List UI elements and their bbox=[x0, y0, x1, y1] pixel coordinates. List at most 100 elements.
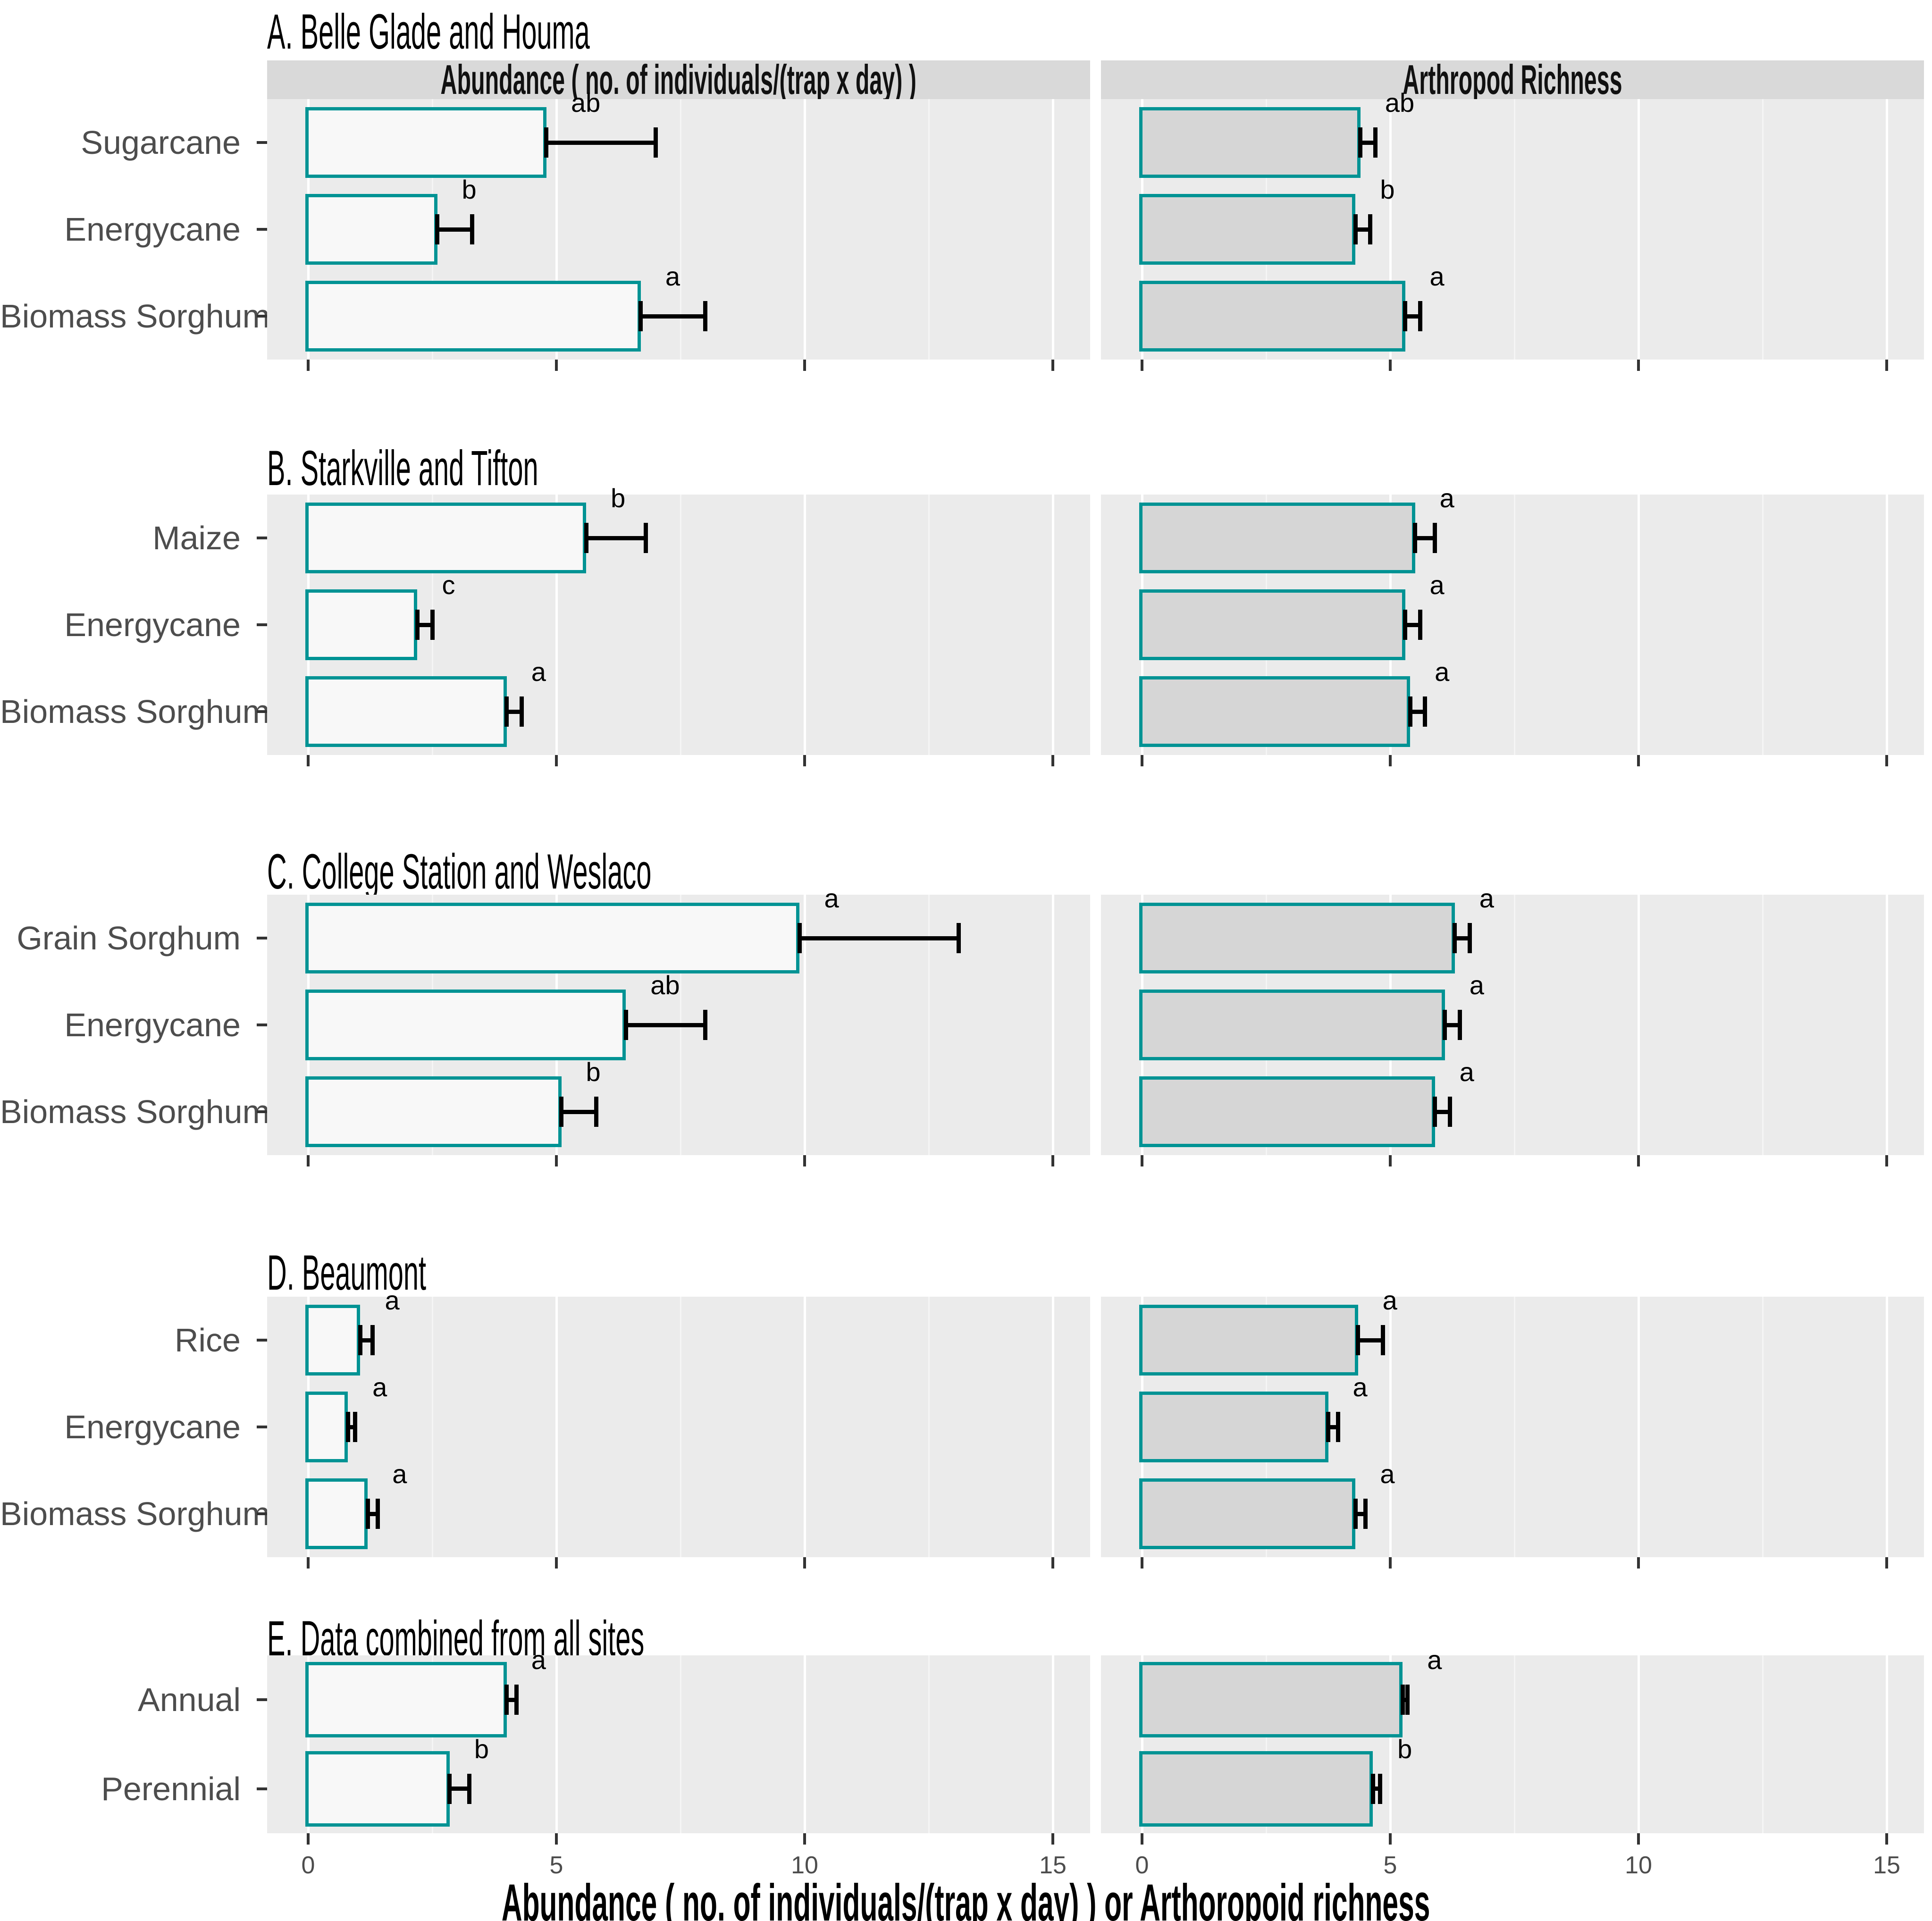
sig-letter: a bbox=[1352, 1372, 1368, 1402]
panel-d-richness: a a a bbox=[1101, 1287, 1924, 1557]
major-gridline bbox=[1885, 1297, 1888, 1557]
error-bar-line bbox=[449, 1787, 470, 1791]
sig-letter: b bbox=[586, 1057, 601, 1087]
x-tick-mark bbox=[555, 1557, 558, 1569]
error-bar-cap-left bbox=[1326, 1412, 1330, 1442]
error-bar-cap-left bbox=[797, 923, 802, 953]
x-tick-label: 10 bbox=[1625, 1852, 1652, 1879]
sig-letter: a bbox=[1469, 970, 1484, 1000]
major-gridline bbox=[803, 1655, 806, 1833]
error-bar-cap-left bbox=[1353, 214, 1358, 244]
x-tick-label: 5 bbox=[1383, 1852, 1397, 1879]
bar bbox=[1139, 1076, 1435, 1147]
error-bar-cap-left bbox=[504, 696, 509, 727]
major-gridline bbox=[803, 99, 806, 360]
error-bar-cap-right bbox=[467, 1773, 472, 1804]
bar bbox=[305, 1662, 507, 1738]
minor-gridline bbox=[1513, 1655, 1515, 1833]
minor-gridline bbox=[1513, 99, 1515, 360]
bar bbox=[1139, 503, 1415, 573]
x-tick-mark bbox=[307, 1557, 310, 1569]
y-axis-label: Grain Sorghum bbox=[17, 920, 241, 956]
x-tick-mark bbox=[1141, 360, 1143, 371]
y-axis-label: Energycane bbox=[64, 1409, 241, 1445]
major-gridline bbox=[803, 895, 806, 1155]
sig-letter: a bbox=[1427, 1645, 1442, 1675]
error-bar-cap-right bbox=[430, 610, 435, 640]
error-bar-cap-left bbox=[345, 1412, 350, 1442]
section-title-text: B. Starkville and Tifton bbox=[267, 441, 538, 496]
error-bar-line bbox=[1405, 314, 1420, 319]
y-axis-label: Rice bbox=[174, 1322, 241, 1359]
error-bar-cap-right bbox=[1373, 127, 1378, 158]
error-bar-cap-left bbox=[584, 523, 588, 553]
bar bbox=[305, 1478, 368, 1549]
x-tick-mark bbox=[307, 755, 310, 766]
y-tick-mark bbox=[257, 937, 267, 940]
sig-letter: a bbox=[531, 1645, 546, 1675]
x-tick-mark bbox=[1141, 1155, 1143, 1166]
sig-letter: a bbox=[385, 1285, 400, 1315]
major-gridline bbox=[1389, 1297, 1392, 1557]
x-tick-mark bbox=[1051, 1155, 1054, 1166]
section-title-b: B. Starkville and Tifton bbox=[267, 441, 760, 495]
minor-gridline bbox=[1513, 495, 1515, 755]
panel-d-abundance: a a a bbox=[267, 1287, 1090, 1557]
major-gridline bbox=[1885, 99, 1888, 360]
bar bbox=[1139, 1392, 1328, 1462]
panel-b-abundance: b c a bbox=[267, 485, 1090, 755]
error-bar-cap-right bbox=[1418, 301, 1422, 331]
x-tick-mark bbox=[1389, 360, 1392, 371]
major-gridline bbox=[803, 495, 806, 755]
y-axis-label: Annual bbox=[138, 1681, 241, 1719]
error-bar-cap-left bbox=[1433, 1097, 1437, 1127]
major-gridline bbox=[307, 1655, 310, 1833]
error-bar-cap-right bbox=[1336, 1412, 1341, 1442]
error-bar-line bbox=[360, 1338, 373, 1342]
bar bbox=[1139, 107, 1361, 178]
sig-letter: a bbox=[665, 261, 680, 291]
major-gridline bbox=[1051, 99, 1054, 360]
x-tick-mark bbox=[1141, 1833, 1143, 1845]
bar bbox=[305, 194, 437, 265]
x-tick-mark bbox=[1637, 360, 1640, 371]
y-tick-mark bbox=[257, 623, 267, 626]
error-bar-cap-right bbox=[1423, 696, 1428, 727]
y-tick-mark bbox=[257, 1339, 267, 1342]
major-gridline bbox=[1885, 495, 1888, 755]
sig-letter: a bbox=[1382, 1285, 1397, 1315]
bar bbox=[305, 676, 507, 747]
x-tick-mark bbox=[1051, 360, 1054, 371]
error-bar-line bbox=[1355, 1511, 1366, 1516]
minor-gridline bbox=[1513, 1297, 1515, 1557]
x-tick-mark bbox=[1389, 1155, 1392, 1166]
error-bar-cap-left bbox=[1453, 923, 1457, 953]
x-tick-mark bbox=[307, 1833, 310, 1845]
sig-letter: a bbox=[531, 657, 546, 687]
bar bbox=[305, 1076, 562, 1147]
error-bar-cap-left bbox=[504, 1685, 509, 1715]
x-tick-mark bbox=[1051, 1833, 1054, 1845]
bar bbox=[1139, 1751, 1373, 1827]
x-tick-mark bbox=[555, 1155, 558, 1166]
x-tick-mark bbox=[1637, 1155, 1640, 1166]
section-title-text: D. Beaumont bbox=[267, 1245, 427, 1300]
error-bar-cap-left bbox=[1353, 1499, 1358, 1529]
x-tick-mark bbox=[1389, 755, 1392, 766]
error-bar-cap-left bbox=[1413, 523, 1418, 553]
sig-letter: a bbox=[1459, 1057, 1474, 1087]
section-title-c: C. College Station and Weslaco bbox=[267, 845, 966, 899]
sig-letter: a bbox=[372, 1372, 387, 1402]
error-bar-line bbox=[626, 1023, 706, 1027]
major-gridline bbox=[803, 1297, 806, 1557]
x-axis-title-text: Abundance ( no. of individuals/(trap x d… bbox=[502, 1874, 1430, 1921]
error-bar-cap-right bbox=[1405, 1685, 1410, 1715]
bar bbox=[1139, 1478, 1356, 1549]
panel-b-richness: a a a bbox=[1101, 485, 1924, 755]
sig-letter: a bbox=[1429, 570, 1445, 600]
y-axis-label: Biomass Sorghum bbox=[0, 693, 270, 730]
y-tick-mark bbox=[257, 1110, 267, 1113]
error-bar-line bbox=[1373, 1787, 1380, 1791]
sig-letter: b bbox=[1380, 175, 1395, 204]
